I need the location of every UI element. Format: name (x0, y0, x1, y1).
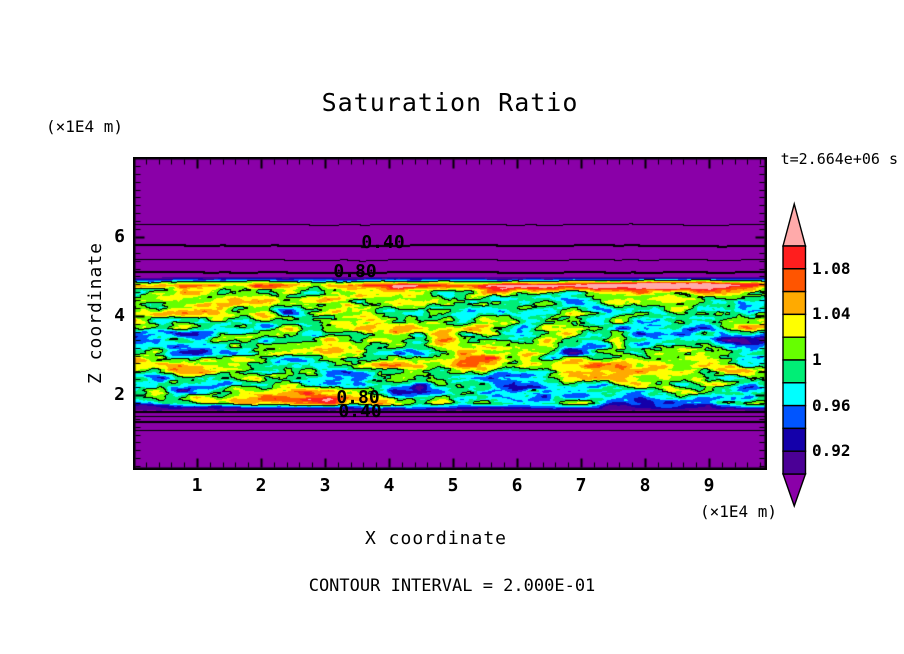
x-tick-label: 3 (319, 475, 331, 496)
x-tick-label: 6 (511, 475, 523, 496)
y-axis-unit-label: (×1E4 m) (46, 117, 124, 136)
x-axis-unit-label: (×1E4 m) (699, 502, 777, 521)
time-annotation: t=2.664e+06 s (780, 150, 898, 168)
colorbar-bottom-arrow (782, 473, 807, 509)
colorbar-tick-label: 0.96 (812, 395, 851, 415)
x-tick-label: 1 (191, 475, 203, 496)
plot-area: 1 2 3 4 5 6 7 8 9 2 4 6 0.40 0.80 0.80 0.40 (114, 157, 767, 495)
colorbar-segment (782, 290, 807, 316)
x-tick-label: 2 (255, 475, 267, 496)
colorbar-tick-label: 1.04 (812, 304, 851, 324)
contour-line-label: 0.40 (361, 232, 405, 253)
y-tick-label: 4 (114, 305, 125, 326)
x-tick-label: 9 (703, 475, 715, 496)
colorbar-segment (782, 268, 807, 293)
x-tick-label: 7 (575, 475, 587, 496)
colorbar-segment (782, 382, 807, 407)
y-tick-label: 6 (114, 226, 125, 247)
contour-line-label: 0.80 (336, 387, 380, 408)
figure-title: Saturation Ratio (321, 88, 579, 117)
y-axis-title: Z coordinate (85, 241, 106, 385)
colorbar-segment (782, 245, 807, 270)
colorbar-tick-label: 1 (812, 350, 822, 369)
colorbar-segment (782, 427, 807, 452)
colorbar-segment (782, 313, 807, 338)
colorbar-segment (782, 450, 807, 475)
x-tick-label: 8 (639, 475, 651, 496)
x-axis-title: X coordinate (364, 528, 508, 549)
colorbar-segment (782, 336, 807, 361)
colorbar-tick-label: 1.08 (812, 258, 851, 278)
colorbar (782, 201, 807, 509)
contour-line-label: 0.40 (338, 401, 382, 422)
x-tick-label: 5 (447, 475, 459, 496)
contour-field-canvas (133, 157, 767, 470)
contour-interval-note: CONTOUR INTERVAL = 2.000E-01 (308, 576, 596, 596)
colorbar-top-arrow (782, 201, 807, 247)
colorbar-segment (782, 359, 807, 384)
contour-line-label: 0.80 (333, 261, 377, 282)
colorbar-tick-label: 0.92 (812, 441, 851, 461)
y-tick-label: 2 (114, 384, 125, 405)
colorbar-segment (782, 404, 807, 430)
x-tick-label: 4 (383, 475, 395, 496)
